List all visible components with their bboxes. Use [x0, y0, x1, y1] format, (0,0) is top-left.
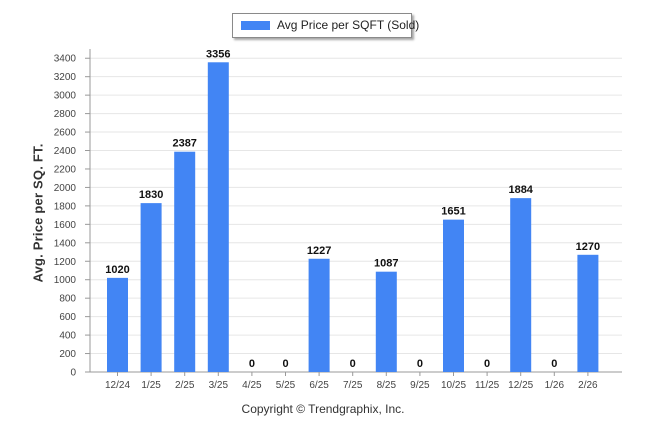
data-label: 1651: [441, 206, 465, 218]
data-label: 0: [249, 358, 255, 370]
data-label: 0: [417, 358, 423, 370]
x-tick-label: 12/25: [508, 380, 533, 391]
x-tick-label: 2/26: [578, 380, 598, 391]
x-tick-label: 12/24: [105, 380, 130, 391]
x-tick-label: 11/25: [475, 380, 500, 391]
y-tick-label: 3000: [54, 91, 77, 102]
bar: [174, 151, 196, 372]
y-tick-label: 200: [59, 349, 76, 360]
y-tick-label: 800: [59, 294, 76, 305]
y-tick-label: 1800: [54, 201, 77, 212]
y-tick-label: 2800: [54, 109, 77, 120]
y-tick-label: 0: [70, 368, 76, 379]
x-tick-label: 1/26: [545, 380, 565, 391]
y-tick-label: 400: [59, 331, 76, 342]
data-label: 1087: [374, 258, 398, 270]
bar: [510, 198, 532, 372]
x-tick-label: 7/25: [343, 380, 363, 391]
y-tick-label: 1600: [54, 220, 77, 231]
bar: [207, 62, 229, 372]
data-label: 0: [282, 358, 288, 370]
x-tick-label: 10/25: [441, 380, 466, 391]
x-tick-label: 6/25: [309, 380, 329, 391]
y-axis-title: Avg. Price per SQ. FT.: [30, 143, 46, 283]
data-label: 1270: [576, 241, 600, 253]
data-label: 1227: [307, 245, 331, 257]
legend: Avg Price per SQFT (Sold): [232, 13, 419, 38]
y-tick-label: 2400: [54, 146, 77, 157]
data-label: 1020: [105, 264, 129, 276]
data-label: 3356: [206, 48, 230, 60]
data-label: 0: [484, 358, 490, 370]
y-tick-label: 600: [59, 312, 76, 323]
y-tick-label: 2600: [54, 128, 77, 139]
y-tick-label: 3400: [54, 54, 77, 65]
bar: [308, 258, 330, 372]
y-tick-label: 2200: [54, 164, 77, 175]
x-tick-label: 9/25: [410, 380, 430, 391]
bar: [443, 219, 464, 372]
x-tick-label: 8/25: [377, 380, 397, 391]
bar: [140, 203, 162, 372]
bar: [577, 254, 599, 372]
data-label: 0: [551, 358, 557, 370]
y-tick-label: 1200: [54, 257, 77, 268]
data-label: 1830: [139, 189, 163, 201]
x-tick-label: 2/25: [175, 380, 195, 391]
y-tick-label: 1400: [54, 238, 77, 249]
x-tick-label: 3/25: [209, 380, 229, 391]
copyright-text: Copyright © Trendgraphix, Inc.: [241, 402, 405, 416]
x-tick-label: 1/25: [141, 380, 161, 391]
x-tick-label: 4/25: [242, 380, 262, 391]
y-tick-label: 1000: [54, 275, 77, 286]
bar: [107, 277, 128, 372]
data-label: 0: [350, 358, 356, 370]
data-label: 2387: [172, 138, 196, 150]
data-label: 1884: [508, 184, 533, 196]
x-tick-label: 5/25: [276, 380, 296, 391]
legend-label: Avg Price per SQFT (Sold): [277, 18, 420, 32]
y-tick-label: 3200: [54, 72, 77, 83]
legend-swatch: [241, 21, 270, 30]
y-tick-label: 2000: [54, 183, 77, 194]
bar: [375, 271, 397, 372]
